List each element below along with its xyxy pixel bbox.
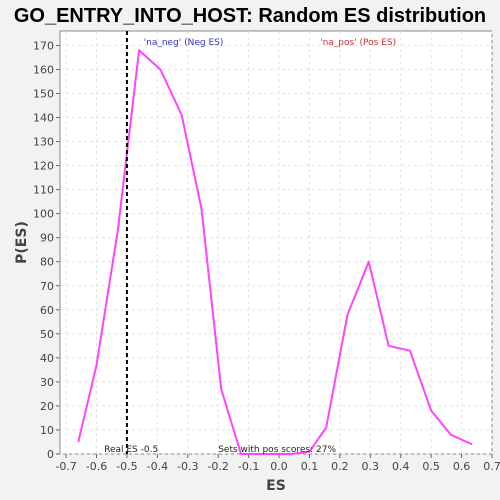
y-tick-label: 80 bbox=[40, 256, 54, 269]
y-tick-label: 50 bbox=[40, 328, 54, 341]
x-tick-label: 0.2 bbox=[331, 460, 349, 473]
x-tick-label: -0.1 bbox=[238, 460, 259, 473]
x-axis-title: ES bbox=[266, 478, 286, 494]
chart-title: GO_ENTRY_INTO_HOST: Random ES distributi… bbox=[14, 5, 486, 27]
x-axis: -0.7 -0.6 -0.5 -0.4 -0.3 -0.2 -0.1 0.0 0.1 0.2 0.3… bbox=[55, 454, 500, 473]
plot-area bbox=[59, 30, 493, 455]
x-tick-label: 0.6 bbox=[453, 460, 471, 473]
y-tick-label: 30 bbox=[40, 376, 54, 389]
y-tick-label: 0 bbox=[47, 448, 54, 461]
y-axis: 0 10 20 30 40 50 60 70 80 90 100 110 120 130 140 150 160… bbox=[33, 39, 60, 461]
x-tick-label: 0.5 bbox=[422, 460, 440, 473]
y-tick-label: 40 bbox=[40, 352, 54, 365]
y-axis-title: P(ES) bbox=[14, 221, 30, 264]
y-tick-label: 100 bbox=[33, 208, 54, 221]
y-tick-label: 110 bbox=[33, 184, 54, 197]
x-tick-label: -0.4 bbox=[147, 460, 168, 473]
x-tick-label: 0.4 bbox=[392, 460, 410, 473]
x-tick-label: 0.0 bbox=[270, 460, 288, 473]
es-distribution-line bbox=[77, 49, 473, 455]
x-tick-label: 0.3 bbox=[362, 460, 380, 473]
y-tick-label: 140 bbox=[33, 112, 54, 125]
neg-es-label: 'na_neg' (Neg ES) bbox=[144, 38, 224, 48]
y-tick-label: 70 bbox=[40, 280, 54, 293]
x-tick-label: -0.7 bbox=[55, 460, 76, 473]
y-tick-label: 10 bbox=[40, 424, 54, 437]
series-group bbox=[77, 49, 473, 455]
pos-es-label: 'na_pos' (Pos ES) bbox=[320, 38, 396, 48]
y-tick-label: 90 bbox=[40, 232, 54, 245]
x-tick-label: -0.3 bbox=[177, 460, 198, 473]
y-tick-label: 150 bbox=[33, 87, 54, 100]
x-tick-label: 0.7 bbox=[483, 460, 500, 473]
y-tick-label: 160 bbox=[33, 63, 54, 76]
sets-with-pos-label: Sets with pos scores: 27% bbox=[218, 445, 336, 455]
x-tick-label: -0.5 bbox=[116, 460, 137, 473]
x-tick-label: -0.2 bbox=[207, 460, 228, 473]
x-tick-label: 0.1 bbox=[301, 460, 319, 473]
y-tick-label: 130 bbox=[33, 136, 54, 149]
real-es-label: Real ES -0.5 bbox=[104, 445, 158, 455]
y-tick-label: 20 bbox=[40, 400, 54, 413]
y-tick-label: 170 bbox=[33, 39, 54, 52]
y-tick-label: 60 bbox=[40, 304, 54, 317]
y-tick-label: 120 bbox=[33, 160, 54, 173]
x-tick-label: -0.6 bbox=[86, 460, 107, 473]
